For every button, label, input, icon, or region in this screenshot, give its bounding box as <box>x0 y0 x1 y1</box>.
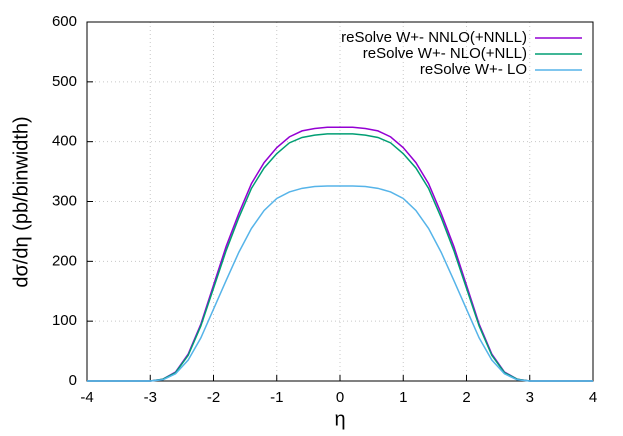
y-tick-label: 300 <box>52 192 77 209</box>
y-tick-label: 100 <box>52 312 77 329</box>
x-tick-label: 0 <box>336 389 344 406</box>
y-tick-label: 600 <box>52 13 77 30</box>
x-tick-label: 3 <box>526 389 534 406</box>
y-tick-label: 400 <box>52 133 77 150</box>
legend-label: reSolve W+- NNLO(+NNLL) <box>341 29 527 46</box>
x-tick-label: -3 <box>144 389 157 406</box>
plot-frame <box>86 21 594 382</box>
series-line <box>87 133 593 382</box>
legend-label: reSolve W+- LO <box>420 61 527 78</box>
x-axis-label: η <box>334 408 345 430</box>
x-tick-label: -1 <box>270 389 283 406</box>
y-axis-label: dσ/dη (pb/binwidth) <box>10 116 32 287</box>
x-tick-label: 4 <box>589 389 597 406</box>
y-tick-label: 200 <box>52 252 77 269</box>
legend-label: reSolve W+- NLO(+NLL) <box>363 45 527 62</box>
y-tick-label: 500 <box>52 73 77 90</box>
x-tick-label: 1 <box>399 389 407 406</box>
y-tick-label: 0 <box>69 372 77 389</box>
x-tick-label: 2 <box>462 389 470 406</box>
series-line <box>87 185 593 382</box>
x-tick-label: -4 <box>80 389 93 406</box>
x-tick-label: -2 <box>207 389 220 406</box>
